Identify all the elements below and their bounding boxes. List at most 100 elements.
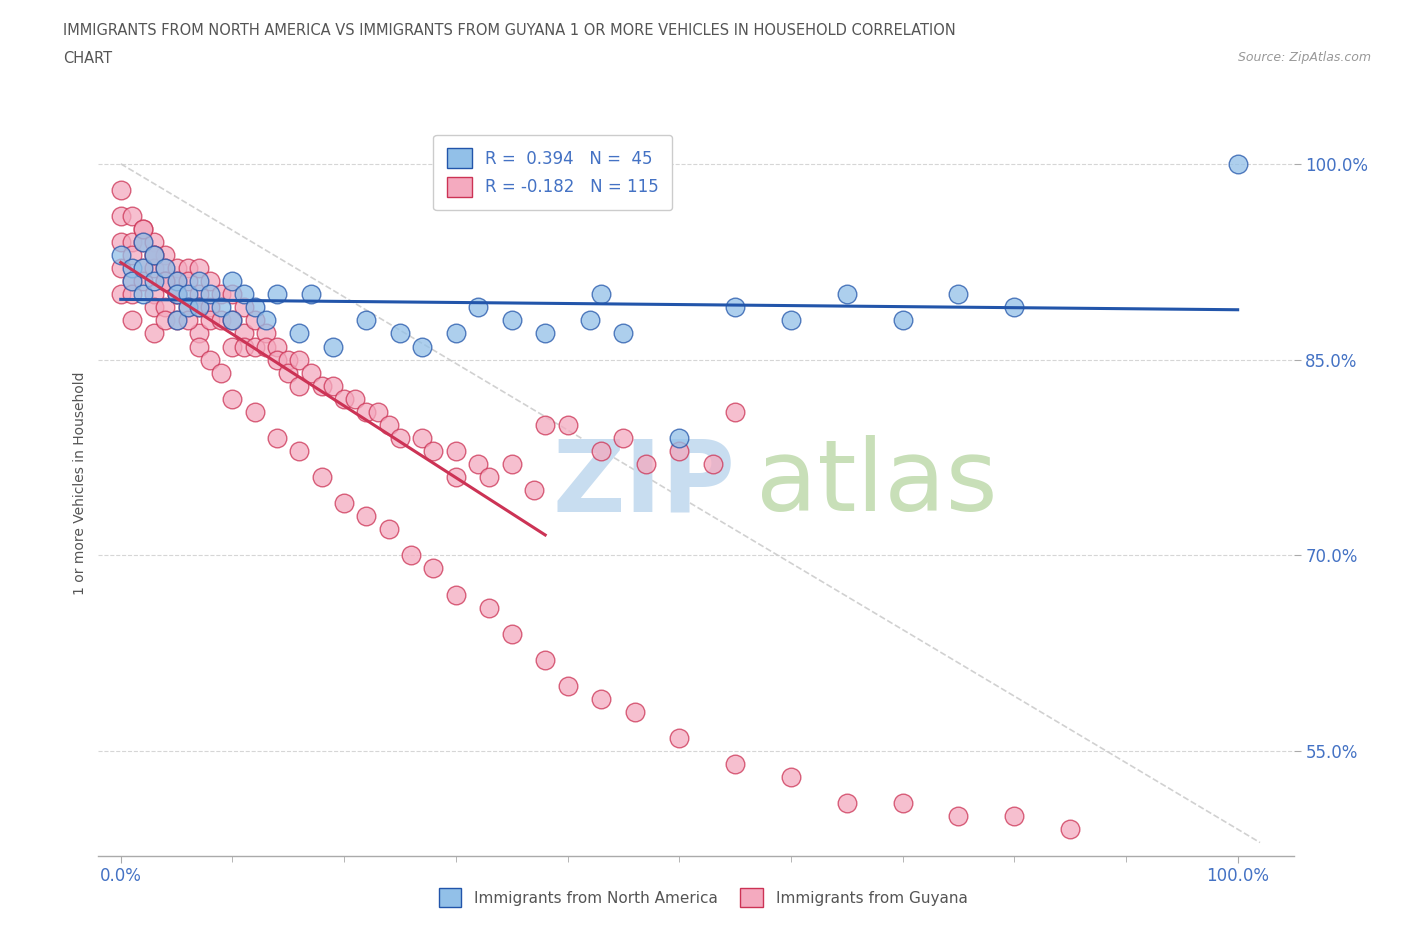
Point — [198, 273, 221, 288]
Point — [411, 339, 433, 354]
Point — [501, 457, 523, 472]
Point — [534, 652, 557, 667]
Point — [356, 509, 378, 524]
Point — [143, 273, 166, 288]
Point — [254, 339, 277, 354]
Point — [110, 286, 132, 301]
Point — [110, 234, 132, 249]
Point — [121, 260, 143, 275]
Point — [557, 418, 579, 432]
Legend: Immigrants from North America, Immigrants from Guyana: Immigrants from North America, Immigrant… — [433, 883, 973, 913]
Point — [780, 770, 803, 785]
Point — [311, 470, 333, 485]
Point — [177, 300, 200, 315]
Point — [266, 431, 288, 445]
Point — [501, 313, 523, 328]
Point — [422, 561, 444, 576]
Point — [243, 405, 266, 419]
Point — [243, 313, 266, 328]
Point — [166, 273, 188, 288]
Point — [1059, 822, 1081, 837]
Point — [579, 313, 602, 328]
Point — [948, 809, 970, 824]
Point — [623, 705, 645, 720]
Point — [1002, 809, 1025, 824]
Point — [467, 457, 489, 472]
Point — [356, 313, 378, 328]
Point — [166, 313, 188, 328]
Point — [444, 587, 467, 602]
Point — [155, 273, 177, 288]
Point — [534, 418, 557, 432]
Point — [155, 313, 177, 328]
Point — [299, 365, 322, 380]
Point — [232, 286, 254, 301]
Point — [724, 405, 747, 419]
Text: ZIP: ZIP — [553, 435, 735, 532]
Point — [110, 208, 132, 223]
Point — [467, 300, 489, 315]
Point — [155, 300, 177, 315]
Point — [209, 300, 232, 315]
Point — [143, 234, 166, 249]
Point — [198, 313, 221, 328]
Point — [478, 470, 501, 485]
Point — [166, 273, 188, 288]
Point — [221, 339, 243, 354]
Point — [121, 286, 143, 301]
Point — [444, 444, 467, 458]
Point — [266, 352, 288, 367]
Point — [523, 483, 546, 498]
Point — [143, 286, 166, 301]
Point — [388, 326, 411, 341]
Point — [266, 286, 288, 301]
Text: CHART: CHART — [63, 51, 112, 66]
Point — [589, 692, 612, 707]
Point — [835, 796, 858, 811]
Point — [132, 286, 155, 301]
Point — [198, 352, 221, 367]
Point — [277, 365, 299, 380]
Point — [288, 379, 311, 393]
Point — [166, 286, 188, 301]
Point — [132, 234, 155, 249]
Point — [724, 757, 747, 772]
Point — [322, 379, 344, 393]
Point — [177, 260, 200, 275]
Point — [388, 431, 411, 445]
Text: IMMIGRANTS FROM NORTH AMERICA VS IMMIGRANTS FROM GUYANA 1 OR MORE VEHICLES IN HO: IMMIGRANTS FROM NORTH AMERICA VS IMMIGRA… — [63, 23, 956, 38]
Point — [187, 300, 209, 315]
Point — [187, 273, 209, 288]
Point — [299, 286, 322, 301]
Point — [143, 260, 166, 275]
Point — [243, 339, 266, 354]
Point — [266, 339, 288, 354]
Point — [166, 286, 188, 301]
Point — [155, 273, 177, 288]
Point — [948, 286, 970, 301]
Point — [612, 326, 634, 341]
Point — [444, 326, 467, 341]
Point — [209, 286, 232, 301]
Point — [132, 221, 155, 236]
Point — [177, 273, 200, 288]
Point — [155, 247, 177, 262]
Point — [322, 339, 344, 354]
Point — [277, 352, 299, 367]
Point — [143, 247, 166, 262]
Point — [209, 365, 232, 380]
Point — [399, 548, 422, 563]
Point — [254, 326, 277, 341]
Point — [221, 392, 243, 406]
Point — [378, 522, 401, 537]
Point — [668, 444, 690, 458]
Point — [110, 182, 132, 197]
Point — [534, 326, 557, 341]
Point — [121, 313, 143, 328]
Point — [589, 286, 612, 301]
Point — [668, 431, 690, 445]
Point — [121, 234, 143, 249]
Point — [121, 273, 143, 288]
Legend: R =  0.394   N =  45, R = -0.182   N = 115: R = 0.394 N = 45, R = -0.182 N = 115 — [433, 135, 672, 210]
Point — [232, 300, 254, 315]
